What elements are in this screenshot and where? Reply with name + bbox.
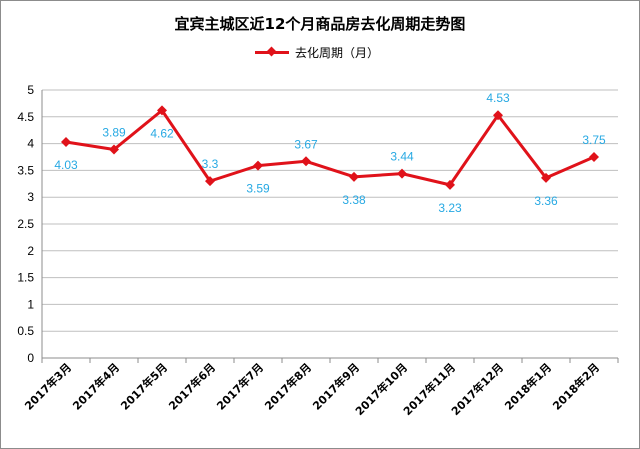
data-point bbox=[157, 105, 167, 116]
data-label: 3.36 bbox=[534, 194, 558, 208]
y-tick-label: 3.5 bbox=[17, 163, 34, 177]
x-tick-label: 2017年7月 bbox=[214, 360, 267, 413]
legend-line-swatch bbox=[255, 46, 289, 56]
data-point bbox=[541, 172, 551, 183]
data-label: 3.3 bbox=[202, 157, 219, 171]
y-tick-label: 0.5 bbox=[17, 324, 34, 338]
y-tick-label: 4.5 bbox=[17, 110, 34, 124]
data-point bbox=[253, 160, 263, 171]
x-tick-label: 2017年9月 bbox=[310, 360, 363, 413]
x-tick-label: 2018年1月 bbox=[502, 360, 555, 413]
chart-legend: 去化周期（月） bbox=[255, 44, 379, 60]
data-label: 4.62 bbox=[150, 126, 174, 140]
x-tick-label: 2018年2月 bbox=[550, 360, 603, 413]
legend-label: 去化周期（月） bbox=[295, 45, 380, 60]
y-tick-label: 2 bbox=[27, 244, 34, 258]
data-point bbox=[301, 156, 311, 167]
data-label: 3.75 bbox=[582, 133, 606, 147]
x-tick-label: 2017年6月 bbox=[166, 360, 219, 413]
data-label: 3.67 bbox=[294, 137, 318, 151]
data-label: 3.38 bbox=[342, 193, 366, 207]
x-tick-label: 2017年4月 bbox=[70, 360, 123, 413]
y-tick-label: 3 bbox=[27, 190, 34, 204]
data-label: 4.53 bbox=[486, 91, 510, 105]
data-point bbox=[61, 136, 71, 147]
series-line bbox=[65, 108, 595, 187]
data-label: 3.59 bbox=[246, 182, 270, 196]
data-label: 3.89 bbox=[102, 125, 126, 139]
data-point bbox=[205, 176, 215, 187]
data-point bbox=[109, 144, 119, 155]
data-point bbox=[589, 152, 599, 162]
data-point bbox=[349, 171, 359, 182]
x-tick-label: 2017年8月 bbox=[262, 360, 315, 413]
data-label: 3.23 bbox=[438, 201, 462, 215]
y-tick-label: 5 bbox=[27, 83, 34, 97]
y-tick-label: 2.5 bbox=[17, 217, 34, 231]
data-point bbox=[445, 179, 455, 190]
data-label: 3.44 bbox=[390, 150, 414, 164]
data-point bbox=[397, 168, 407, 179]
x-tick-label: 2017年5月 bbox=[118, 360, 171, 413]
y-tick-label: 1.5 bbox=[17, 271, 34, 285]
data-point bbox=[493, 110, 503, 121]
y-tick-label: 1 bbox=[27, 297, 34, 311]
data-label: 4.03 bbox=[54, 158, 78, 172]
y-tick-label: 4 bbox=[27, 137, 34, 151]
y-tick-label: 0 bbox=[27, 351, 34, 365]
chart-title: 宜宾主城区近12个月商品房去化周期走势图 bbox=[174, 15, 466, 33]
x-tick-label: 2017年3月 bbox=[22, 360, 75, 413]
